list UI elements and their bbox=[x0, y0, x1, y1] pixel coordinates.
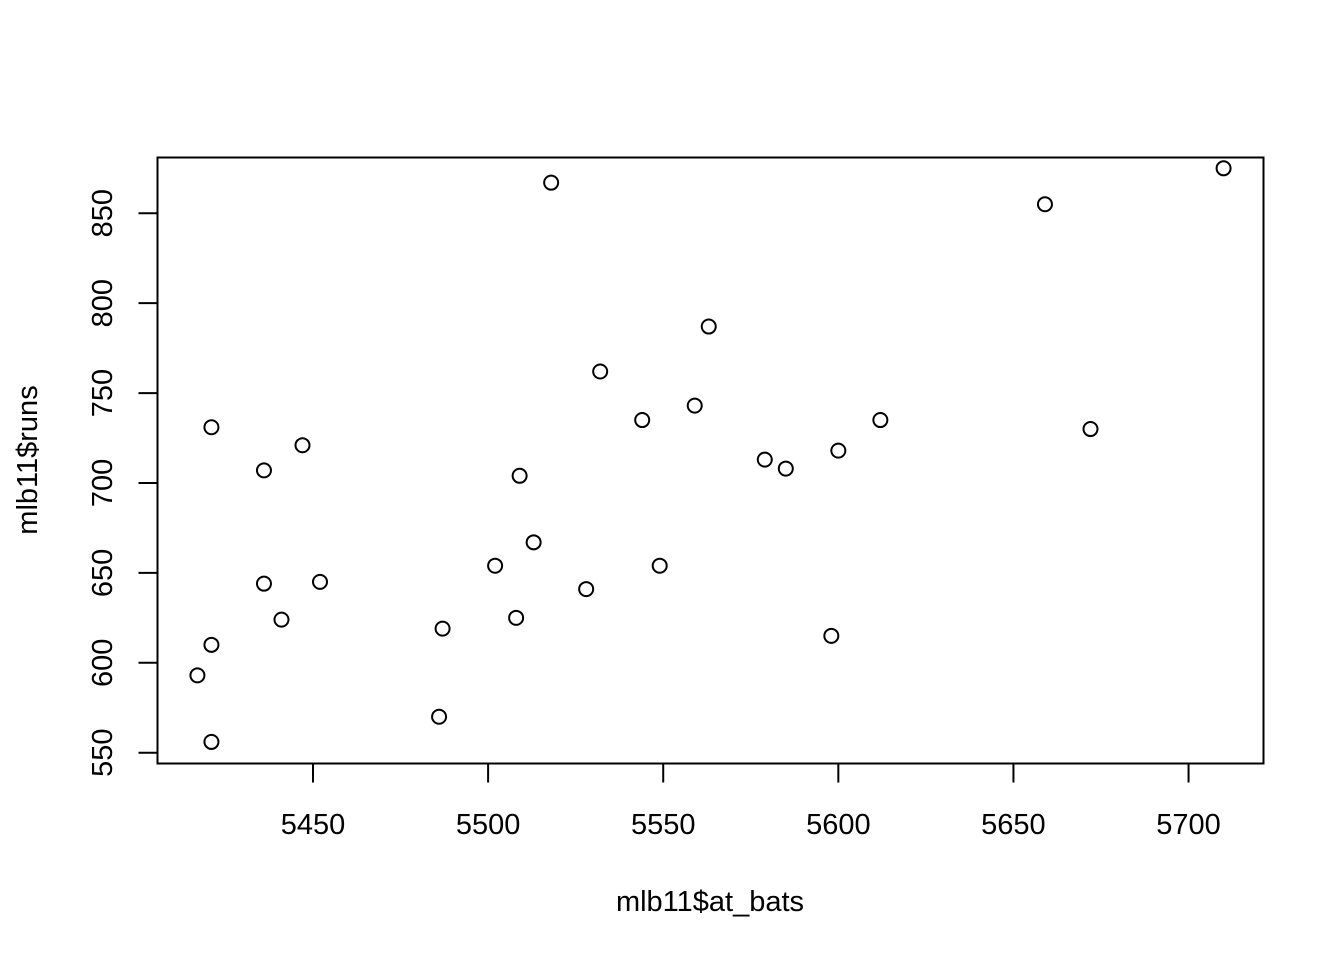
data-point bbox=[1082, 421, 1099, 438]
data-point bbox=[189, 667, 206, 684]
data-point bbox=[203, 733, 220, 750]
y-tick-label: 550 bbox=[87, 729, 119, 777]
data-point bbox=[487, 557, 504, 574]
data-point bbox=[830, 442, 847, 459]
data-point bbox=[525, 534, 542, 551]
x-tick-label: 5450 bbox=[281, 809, 346, 841]
data-point bbox=[273, 611, 290, 628]
x-axis-label: mlb11$at_bats bbox=[616, 886, 804, 918]
data-point bbox=[592, 363, 609, 380]
x-tick-label: 5650 bbox=[981, 809, 1046, 841]
data-point bbox=[686, 397, 703, 414]
data-point bbox=[1036, 196, 1053, 213]
x-axis: 5450 5500 5550 5600 5650 5700 bbox=[281, 762, 1221, 841]
data-point bbox=[578, 581, 595, 598]
data-point bbox=[634, 412, 651, 429]
y-tick-label: 700 bbox=[87, 459, 119, 507]
y-tick-label: 800 bbox=[87, 279, 119, 327]
data-point bbox=[312, 573, 329, 590]
x-tick-label: 5600 bbox=[806, 809, 871, 841]
data-point bbox=[511, 467, 528, 484]
data-point bbox=[872, 412, 889, 429]
data-point bbox=[431, 708, 448, 725]
y-axis: 550 600 650 700 750 800 850 bbox=[87, 189, 159, 777]
data-point bbox=[255, 462, 272, 479]
data-point bbox=[777, 460, 794, 477]
data-point bbox=[543, 174, 560, 191]
data-points bbox=[189, 160, 1232, 750]
x-tick-label: 5550 bbox=[631, 809, 696, 841]
data-point bbox=[294, 437, 311, 454]
data-point bbox=[203, 636, 220, 653]
data-point bbox=[203, 419, 220, 436]
y-tick-label: 600 bbox=[87, 639, 119, 687]
data-point bbox=[508, 609, 525, 626]
data-point bbox=[1215, 160, 1232, 177]
data-point bbox=[255, 575, 272, 592]
data-point bbox=[651, 557, 668, 574]
x-tick-label: 5500 bbox=[456, 809, 521, 841]
x-tick-label: 5700 bbox=[1156, 809, 1221, 841]
y-tick-label: 650 bbox=[87, 549, 119, 597]
y-tick-label: 750 bbox=[87, 369, 119, 417]
data-point bbox=[823, 627, 840, 644]
y-axis-label: mlb11$runs bbox=[12, 385, 44, 534]
y-tick-label: 850 bbox=[87, 189, 119, 237]
plot-frame bbox=[156, 156, 1265, 765]
data-point bbox=[434, 620, 451, 637]
data-point bbox=[700, 318, 717, 335]
data-point bbox=[756, 451, 773, 468]
